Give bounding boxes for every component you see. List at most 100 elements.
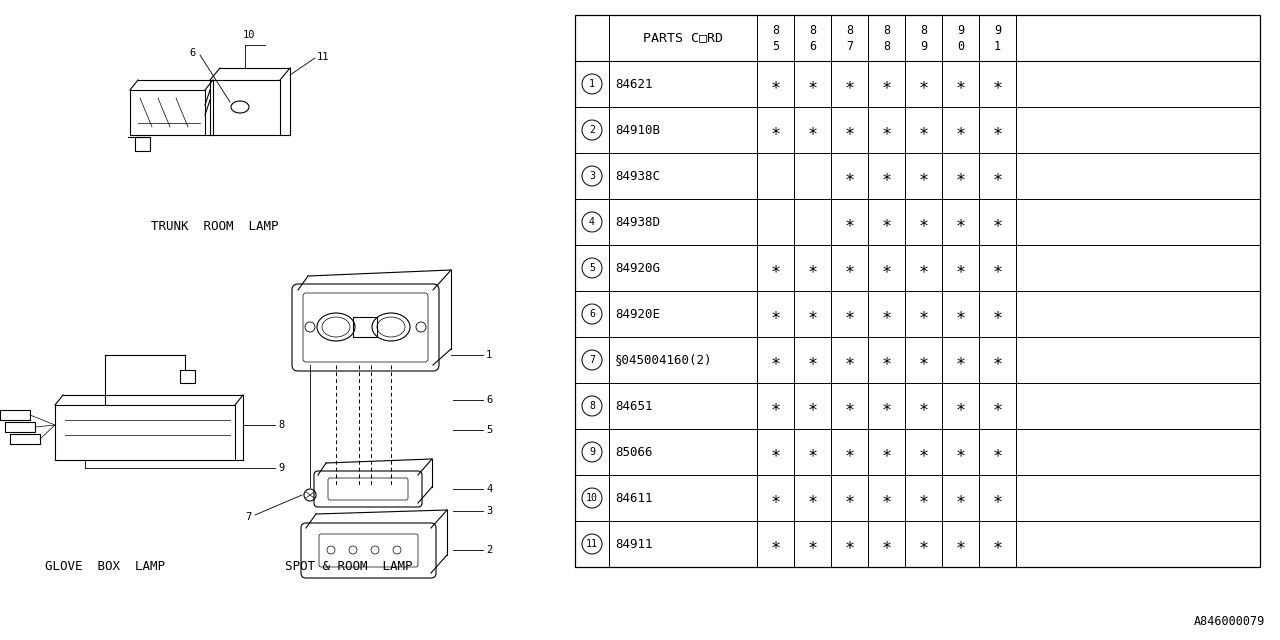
Text: ∗: ∗ — [992, 489, 1002, 507]
Text: 5: 5 — [772, 40, 780, 52]
Text: 7: 7 — [246, 512, 252, 522]
Text: ∗: ∗ — [771, 351, 781, 369]
Text: 11: 11 — [586, 539, 598, 549]
Text: ∗: ∗ — [955, 443, 965, 461]
Text: 84920G: 84920G — [614, 262, 660, 275]
Text: ∗: ∗ — [882, 305, 891, 323]
Text: 10: 10 — [586, 493, 598, 503]
Text: 9: 9 — [278, 463, 284, 473]
Text: 8: 8 — [278, 420, 284, 430]
Text: ∗: ∗ — [992, 351, 1002, 369]
Text: ∗: ∗ — [992, 443, 1002, 461]
Bar — [353, 317, 378, 337]
Text: ∗: ∗ — [882, 535, 891, 553]
Text: ∗: ∗ — [882, 351, 891, 369]
Text: ∗: ∗ — [845, 305, 855, 323]
Text: ∗: ∗ — [882, 121, 891, 139]
Text: ∗: ∗ — [919, 489, 928, 507]
Text: ∗: ∗ — [955, 75, 965, 93]
Text: 3: 3 — [486, 506, 493, 516]
Text: 84651: 84651 — [614, 399, 653, 413]
Text: 9: 9 — [589, 447, 595, 457]
Text: 9: 9 — [995, 24, 1001, 36]
Text: ∗: ∗ — [771, 75, 781, 93]
Text: ∗: ∗ — [955, 121, 965, 139]
Text: 8: 8 — [846, 24, 852, 36]
Text: ∗: ∗ — [955, 351, 965, 369]
Text: 8: 8 — [920, 24, 927, 36]
Text: ∗: ∗ — [992, 305, 1002, 323]
Text: ∗: ∗ — [992, 213, 1002, 231]
Text: ∗: ∗ — [845, 213, 855, 231]
Text: ∗: ∗ — [808, 443, 818, 461]
Text: ∗: ∗ — [808, 535, 818, 553]
Text: ∗: ∗ — [845, 443, 855, 461]
Text: ∗: ∗ — [919, 535, 928, 553]
Text: 8: 8 — [589, 401, 595, 411]
Text: 2: 2 — [589, 125, 595, 135]
Text: ∗: ∗ — [882, 75, 891, 93]
Text: ∗: ∗ — [882, 489, 891, 507]
Text: ∗: ∗ — [808, 259, 818, 277]
Text: ∗: ∗ — [919, 167, 928, 185]
Text: 8: 8 — [883, 24, 890, 36]
Text: ∗: ∗ — [919, 75, 928, 93]
Text: ∗: ∗ — [882, 443, 891, 461]
Text: 4: 4 — [486, 484, 493, 494]
Text: ∗: ∗ — [955, 397, 965, 415]
Bar — [575, 15, 1260, 567]
Text: ∗: ∗ — [845, 75, 855, 93]
Text: 85066: 85066 — [614, 445, 653, 458]
Text: 8: 8 — [883, 40, 890, 52]
Text: ∗: ∗ — [992, 75, 1002, 93]
Text: ∗: ∗ — [845, 121, 855, 139]
Text: PARTS C□RD: PARTS C□RD — [643, 31, 723, 45]
Text: ∗: ∗ — [808, 489, 818, 507]
Text: ∗: ∗ — [771, 259, 781, 277]
Text: 7: 7 — [846, 40, 852, 52]
Text: ∗: ∗ — [992, 397, 1002, 415]
Text: ∗: ∗ — [955, 259, 965, 277]
Text: 8: 8 — [809, 24, 817, 36]
Text: ∗: ∗ — [771, 443, 781, 461]
Text: 7: 7 — [589, 355, 595, 365]
Text: 1: 1 — [995, 40, 1001, 52]
Text: 5: 5 — [589, 263, 595, 273]
Text: 6: 6 — [189, 48, 196, 58]
Text: §045004160(2): §045004160(2) — [614, 353, 713, 367]
Text: 1: 1 — [486, 350, 493, 360]
Text: ∗: ∗ — [808, 397, 818, 415]
Text: 6: 6 — [809, 40, 817, 52]
Text: ∗: ∗ — [919, 443, 928, 461]
Text: 84621: 84621 — [614, 77, 653, 90]
Text: ∗: ∗ — [992, 535, 1002, 553]
Text: ∗: ∗ — [771, 397, 781, 415]
Text: ∗: ∗ — [919, 213, 928, 231]
Text: 11: 11 — [317, 52, 329, 62]
Text: 5: 5 — [486, 425, 493, 435]
Text: ∗: ∗ — [919, 121, 928, 139]
Text: 84938D: 84938D — [614, 216, 660, 228]
Text: ∗: ∗ — [955, 489, 965, 507]
Text: 6: 6 — [589, 309, 595, 319]
Text: GLOVE  BOX  LAMP: GLOVE BOX LAMP — [45, 560, 165, 573]
Text: ∗: ∗ — [955, 213, 965, 231]
Text: A846000079: A846000079 — [1194, 615, 1265, 628]
Text: ∗: ∗ — [771, 489, 781, 507]
Text: ∗: ∗ — [845, 351, 855, 369]
Text: ∗: ∗ — [992, 259, 1002, 277]
Text: ∗: ∗ — [845, 259, 855, 277]
Text: ∗: ∗ — [882, 167, 891, 185]
Text: ∗: ∗ — [882, 397, 891, 415]
Text: 0: 0 — [957, 40, 964, 52]
Text: ∗: ∗ — [919, 259, 928, 277]
Text: 9: 9 — [920, 40, 927, 52]
Text: 84938C: 84938C — [614, 170, 660, 182]
Text: ∗: ∗ — [808, 75, 818, 93]
Text: 84920E: 84920E — [614, 307, 660, 321]
Text: ∗: ∗ — [992, 167, 1002, 185]
Text: ∗: ∗ — [992, 121, 1002, 139]
Text: TRUNK  ROOM  LAMP: TRUNK ROOM LAMP — [151, 220, 279, 233]
Text: ∗: ∗ — [955, 167, 965, 185]
Text: 1: 1 — [589, 79, 595, 89]
